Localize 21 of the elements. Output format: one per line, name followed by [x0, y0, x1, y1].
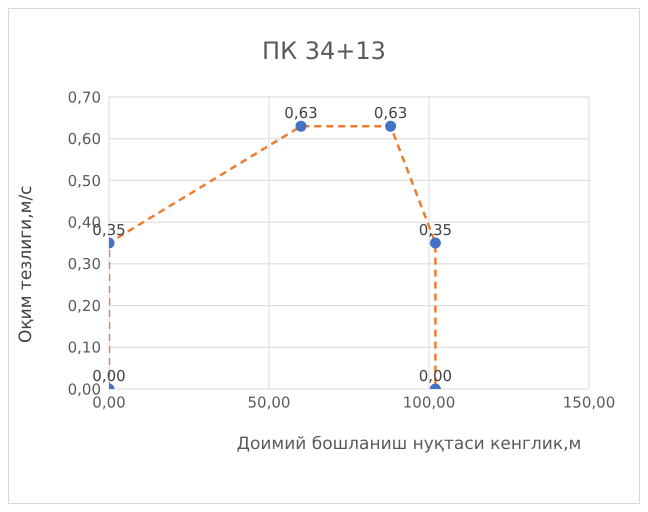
chart-title: ПК 34+13	[261, 37, 387, 65]
x-tick-label: 150,00	[562, 394, 616, 412]
y-axis-title: Оқим тезлиги,м/с	[16, 185, 36, 343]
x-tick-label: 50,00	[248, 394, 290, 412]
y-tick-label: 0,70	[68, 88, 101, 106]
data-label: 0,63	[374, 104, 408, 122]
y-tick-label: 0,20	[68, 296, 101, 315]
data-label: 0,00	[418, 367, 452, 385]
point	[385, 120, 396, 132]
data-label: 0,63	[284, 104, 318, 122]
y-tick-label: 0,50	[68, 172, 101, 190]
y-tick-label: 0,30	[68, 255, 101, 274]
point	[296, 120, 306, 132]
x-tick-label: 100,00	[402, 394, 456, 412]
data-label: 0,00	[92, 367, 126, 385]
y-tick-label: 0,10	[68, 338, 101, 357]
x-axis-title: Доимий бошланиш нуқтаси кенглик,м	[236, 434, 582, 454]
data-label: 0,35	[418, 221, 452, 239]
x-tick-label: 0,00	[92, 394, 126, 412]
point	[430, 238, 441, 248]
y-tick-label: 0,60	[68, 130, 101, 148]
